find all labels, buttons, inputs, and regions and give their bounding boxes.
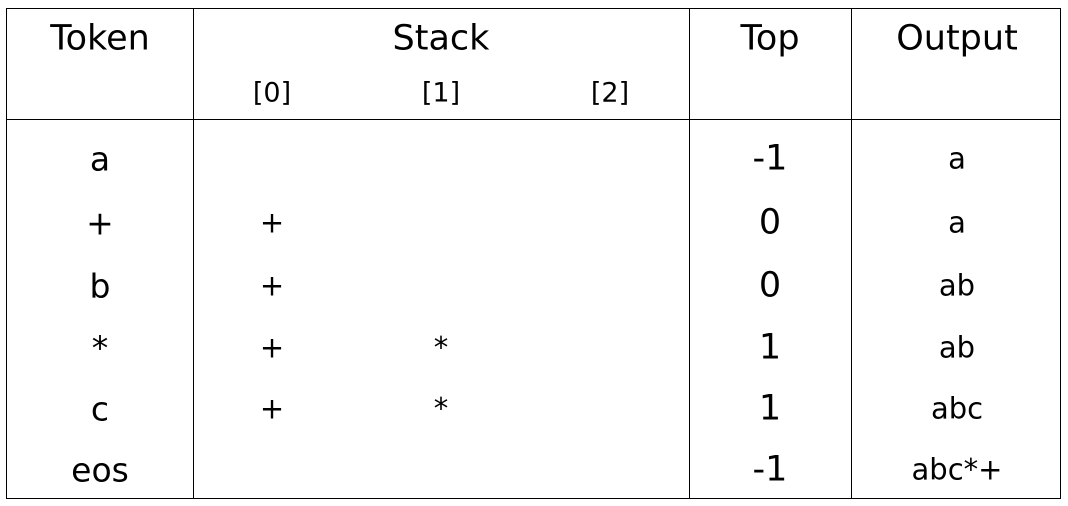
row-5-output: abc*+ [911, 452, 1003, 487]
row-3-top: 1 [758, 327, 782, 368]
row-3-token: * [91, 328, 109, 368]
stack-index-0: [0] [252, 77, 292, 109]
row-3-stack-0: + [259, 330, 285, 365]
row-0-token: a [89, 139, 111, 179]
row-0-output: a [948, 141, 966, 176]
header-top: Top [740, 18, 800, 59]
row-1-output: a [948, 205, 966, 240]
row-2-stack-0: + [259, 268, 285, 303]
row-1-stack-0: + [259, 205, 285, 240]
header-output: Output [896, 18, 1018, 59]
row-5-top: -1 [752, 449, 788, 490]
row-4-top: 1 [758, 388, 782, 429]
row-4-output: abc [930, 391, 984, 426]
column-divider [851, 9, 852, 498]
row-3-stack-1: * [433, 330, 449, 365]
header-divider [7, 119, 1060, 120]
header-stack: Stack [392, 18, 490, 59]
row-1-token: + [86, 203, 114, 243]
column-divider [689, 9, 690, 498]
row-3-output: ab [938, 330, 976, 365]
row-5-token: eos [71, 450, 129, 490]
postfix-conversion-table: Token Stack Top Output [0] [1] [2] a -1 a +… [6, 8, 1061, 499]
row-2-output: ab [938, 268, 976, 303]
row-4-stack-1: * [433, 391, 449, 426]
stack-index-1: [1] [421, 77, 461, 109]
row-0-top: -1 [752, 138, 788, 179]
row-4-token: c [90, 389, 110, 429]
column-divider [193, 9, 194, 498]
stack-index-2: [2] [590, 77, 630, 109]
row-1-top: 0 [758, 202, 782, 243]
row-2-top: 0 [758, 265, 782, 306]
header-token: Token [50, 18, 150, 59]
row-4-stack-0: + [259, 391, 285, 426]
row-2-token: b [89, 266, 111, 306]
